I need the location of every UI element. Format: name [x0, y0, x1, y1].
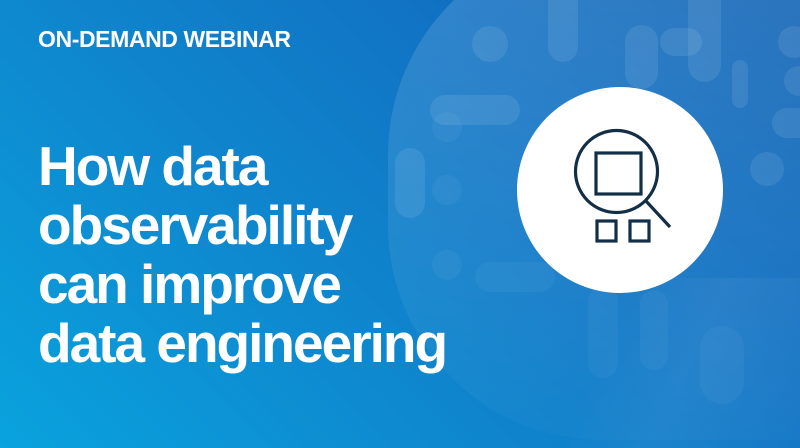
background-blob [388, 0, 800, 440]
title-line: How data [38, 135, 268, 197]
background-sheen [340, 278, 800, 448]
pattern-circle [432, 112, 462, 142]
pattern-pill [475, 262, 555, 292]
icon-badge-circle [517, 87, 723, 293]
pattern-pill [395, 148, 425, 218]
banner-title: How data observability can improve data … [38, 135, 448, 374]
pattern-pill [772, 108, 800, 138]
pattern-pill [548, 0, 578, 62]
eyebrow-label: ON-DEMAND WEBINAR [38, 26, 291, 52]
pattern-circle [778, 26, 800, 58]
pattern-pill [688, 0, 721, 82]
pattern-pill [625, 25, 658, 89]
title-line: observability [38, 194, 353, 256]
pattern-pill [588, 286, 618, 378]
pattern-pill [430, 95, 520, 125]
pattern-pill [784, 66, 800, 96]
pattern-pill [732, 60, 748, 108]
pattern-circle [432, 250, 462, 280]
title-line: data engineering [38, 312, 448, 374]
pattern-circle [472, 26, 508, 62]
pattern-circle [432, 175, 462, 205]
pattern-circle [750, 152, 784, 186]
pattern-pill [660, 28, 702, 56]
title-line: can improve [38, 253, 342, 315]
pattern-pill [640, 290, 668, 370]
pattern-pill [700, 326, 744, 404]
magnifier-data-search-icon [573, 128, 672, 243]
